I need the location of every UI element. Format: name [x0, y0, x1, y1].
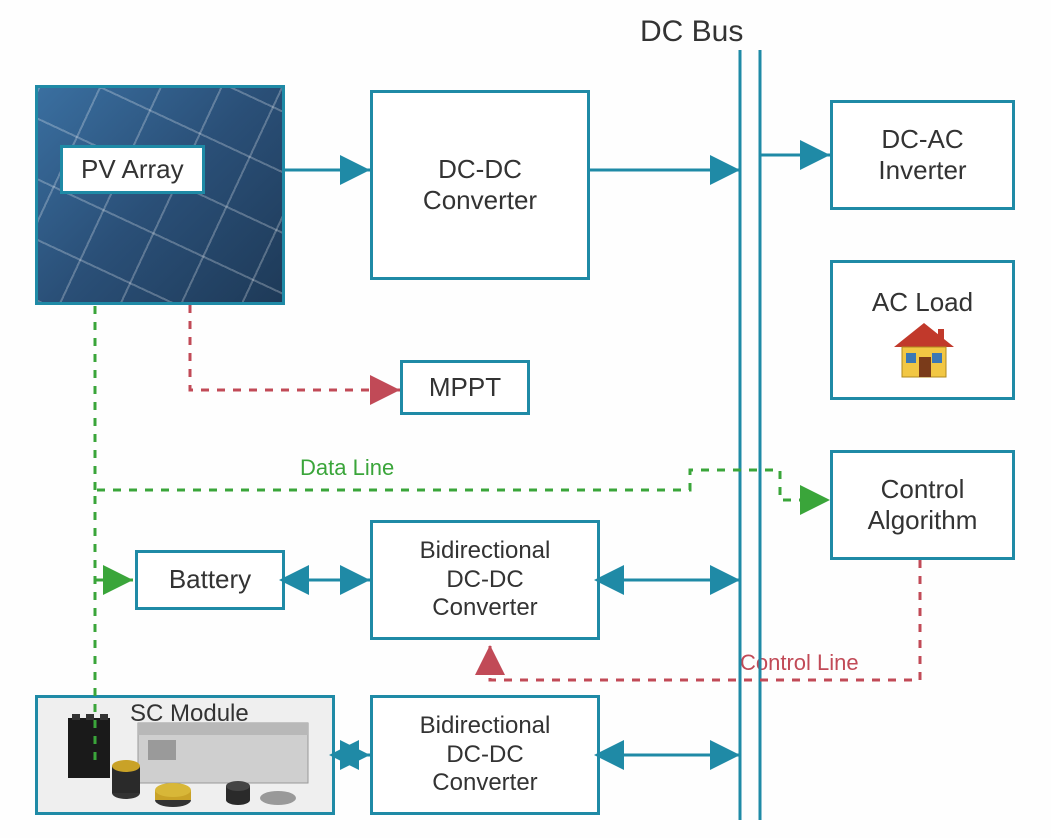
control-line-label: Control Line — [740, 650, 859, 676]
bidirectional-converter-1-node: Bidirectional DC-DC Converter — [370, 520, 600, 640]
dcac-label: DC-AC Inverter — [878, 124, 966, 186]
battery-node: Battery — [135, 550, 285, 610]
sc-module-label: SC Module — [130, 700, 249, 728]
diagram-canvas: DC Bus PV Array DC-DC Converter DC-AC In… — [0, 0, 1051, 838]
dcdc-label: DC-DC Converter — [423, 154, 537, 216]
pv-array-node — [35, 85, 285, 305]
bidi2-label: Bidirectional DC-DC Converter — [420, 712, 551, 798]
house-icon — [888, 319, 958, 379]
dcac-inverter-node: DC-AC Inverter — [830, 100, 1015, 210]
ac-load-node: AC Load — [830, 260, 1015, 400]
ac-load-label: AC Load — [872, 287, 973, 318]
battery-label: Battery — [169, 564, 251, 595]
bidi1-label: Bidirectional DC-DC Converter — [420, 537, 551, 623]
dcdc-converter-node: DC-DC Converter — [370, 90, 590, 280]
control-algorithm-node: Control Algorithm — [830, 450, 1015, 560]
control-label: Control Algorithm — [868, 474, 978, 536]
bidirectional-converter-2-node: Bidirectional DC-DC Converter — [370, 695, 600, 815]
data-line-label: Data Line — [300, 455, 394, 481]
mppt-label: MPPT — [429, 372, 501, 403]
dc-bus-label: DC Bus — [640, 15, 743, 49]
pv-array-label: PV Array — [60, 145, 205, 194]
mppt-node: MPPT — [400, 360, 530, 415]
